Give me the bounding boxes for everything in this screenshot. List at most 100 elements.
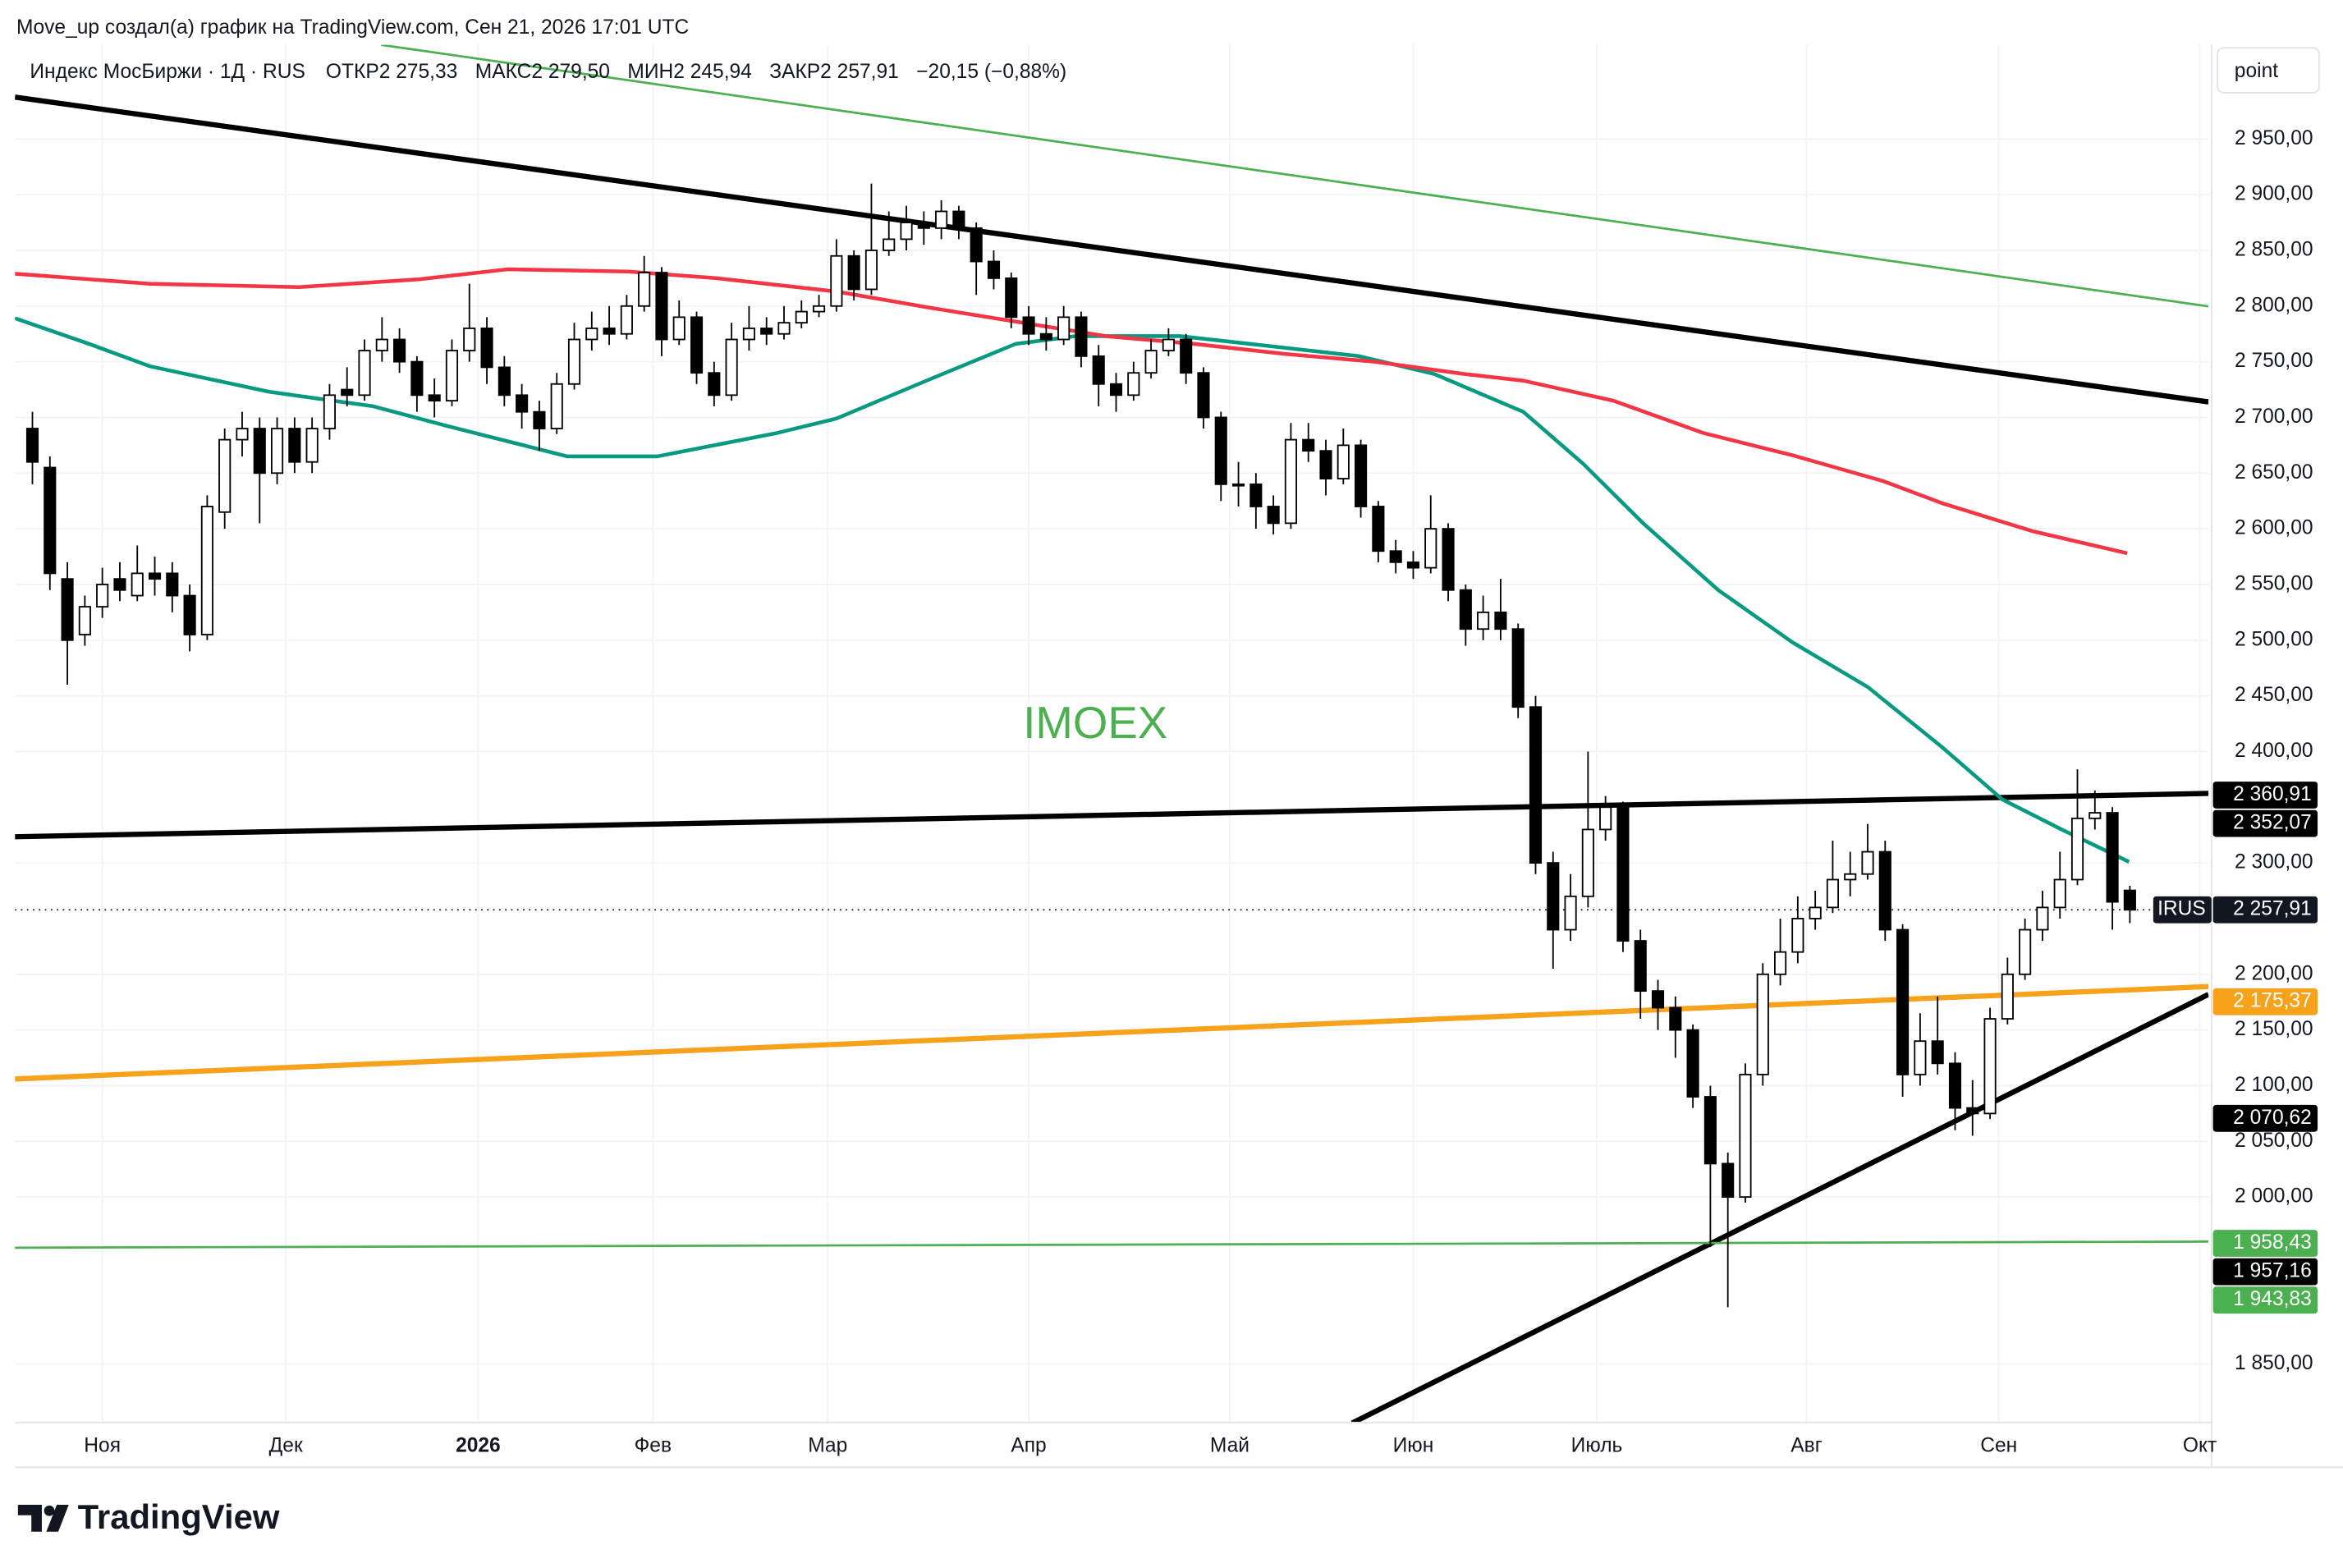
candle-body bbox=[1931, 1040, 1944, 1065]
candle-body bbox=[1005, 277, 1018, 319]
candle-body bbox=[917, 222, 930, 229]
legend-label: ОТКР bbox=[326, 62, 379, 84]
candle-body bbox=[1424, 528, 1437, 569]
candle-body bbox=[1756, 973, 1769, 1075]
x-tick-label: Июн bbox=[1393, 1434, 1434, 1456]
y-tick-label: 2 400,00 bbox=[2235, 740, 2313, 762]
candle-body bbox=[620, 305, 633, 335]
price-label: 2 352,07 bbox=[2233, 812, 2312, 834]
candle-body bbox=[1197, 372, 1210, 419]
candle-body bbox=[2070, 817, 2084, 881]
candle-body bbox=[1634, 940, 1647, 993]
price-label: 1 943,83 bbox=[2233, 1288, 2312, 1310]
candle-body bbox=[900, 222, 913, 241]
y-tick-label: 2 800,00 bbox=[2235, 294, 2313, 316]
candle-body bbox=[725, 338, 738, 397]
y-tick-label: 2 650,00 bbox=[2235, 461, 2313, 484]
candle-body bbox=[1878, 850, 1891, 931]
candle-body bbox=[864, 250, 878, 291]
logo-slash bbox=[46, 1504, 69, 1532]
candle-body bbox=[638, 272, 651, 307]
candle-body bbox=[1057, 316, 1071, 341]
price-label-box bbox=[2212, 782, 2318, 809]
y-tick-label: 2 000,00 bbox=[2235, 1185, 2313, 1208]
x-tick-label: Май bbox=[1210, 1434, 1249, 1456]
candle-body bbox=[78, 606, 91, 635]
candle-body bbox=[567, 338, 581, 385]
price-label-box bbox=[2212, 1104, 2318, 1132]
scale-button-label[interactable]: point bbox=[2235, 60, 2278, 82]
candle-body bbox=[760, 328, 773, 335]
scale-button[interactable] bbox=[2217, 47, 2320, 94]
y-tick-label: 2 950,00 bbox=[2235, 127, 2313, 149]
candle-body bbox=[1599, 806, 1612, 831]
x-tick-label: Фев bbox=[635, 1434, 672, 1456]
candle-body bbox=[1669, 1006, 1682, 1031]
attribution: Move_up создал(а) график на TradingView.… bbox=[16, 16, 689, 39]
trend-line bbox=[381, 44, 2209, 308]
candle-body bbox=[883, 238, 896, 251]
x-tick-label: Июль bbox=[1571, 1434, 1623, 1456]
candle-body bbox=[113, 578, 126, 591]
y-tick-label: 2 200,00 bbox=[2235, 962, 2313, 984]
price-axis: 1 850,00 2 000,00 2 050,00 2 100,00 2 150,00… bbox=[2153, 127, 2318, 1374]
y-tick-label: 2 550,00 bbox=[2235, 572, 2313, 594]
x-tick-label: Апр bbox=[1011, 1434, 1046, 1456]
candle-body bbox=[305, 428, 319, 463]
candle-body bbox=[1581, 828, 1594, 897]
candle-body bbox=[1966, 1107, 1979, 1115]
x-tick-label: Окт bbox=[2183, 1434, 2217, 1456]
candle-body bbox=[1144, 350, 1158, 374]
candle-body bbox=[1406, 561, 1420, 569]
candle-body bbox=[323, 394, 336, 429]
brand-logo bbox=[17, 1504, 69, 1532]
logo-mark bbox=[17, 1504, 42, 1532]
price-label-box bbox=[2212, 988, 2318, 1016]
candle-body bbox=[148, 572, 162, 580]
candle-body bbox=[2089, 812, 2102, 819]
candle-body bbox=[1372, 506, 1385, 552]
candle-body bbox=[1494, 611, 1507, 630]
moving-average bbox=[15, 316, 2130, 864]
price-label-box bbox=[2212, 1230, 2318, 1257]
price-label: 1 957,16 bbox=[2233, 1260, 2312, 1282]
candle-body bbox=[253, 428, 266, 475]
price-label: 2 360,91 bbox=[2233, 783, 2312, 805]
candle-body bbox=[1651, 990, 1665, 1009]
candle-body bbox=[44, 466, 57, 575]
x-tick-label: 2026 bbox=[456, 1434, 501, 1456]
trend-line bbox=[1350, 992, 2209, 1423]
symbol-tag-box bbox=[2153, 896, 2212, 924]
candle-body bbox=[1722, 1162, 1735, 1199]
candle-body bbox=[1039, 332, 1052, 341]
candle-body bbox=[987, 260, 1001, 279]
moving-average bbox=[15, 267, 2128, 556]
legend-label: ЗАКР bbox=[769, 62, 820, 84]
candle-body bbox=[1214, 416, 1227, 485]
candle-body bbox=[131, 572, 144, 597]
price-label: 1 958,43 bbox=[2233, 1231, 2312, 1254]
candle-body bbox=[1355, 444, 1368, 507]
candle-body bbox=[655, 272, 668, 341]
legend-value: 2 275,33 bbox=[379, 62, 458, 84]
candle-body bbox=[375, 338, 388, 351]
candle-body bbox=[1092, 355, 1105, 385]
plot-area bbox=[15, 44, 2209, 1423]
legend-label: МАКС bbox=[475, 62, 532, 84]
candle-body bbox=[218, 438, 232, 513]
candle-body bbox=[1774, 951, 1787, 975]
candle-body bbox=[166, 572, 179, 597]
candle-body bbox=[1844, 873, 1857, 881]
symbol-title: Индекс МосБиржи · 1Д · RUS bbox=[30, 62, 305, 84]
candle-body bbox=[585, 328, 598, 341]
candle-body bbox=[236, 428, 249, 441]
candle-body bbox=[96, 584, 109, 608]
candle-body bbox=[341, 388, 354, 397]
legend: Индекс МосБиржи · 1Д · RUS ОТКР2 275,33 … bbox=[30, 62, 1066, 84]
candle-body bbox=[1948, 1062, 1962, 1109]
trend-line bbox=[15, 94, 2209, 405]
candle-body bbox=[672, 316, 685, 341]
candle-body bbox=[1249, 483, 1263, 507]
candle-body bbox=[480, 328, 493, 369]
